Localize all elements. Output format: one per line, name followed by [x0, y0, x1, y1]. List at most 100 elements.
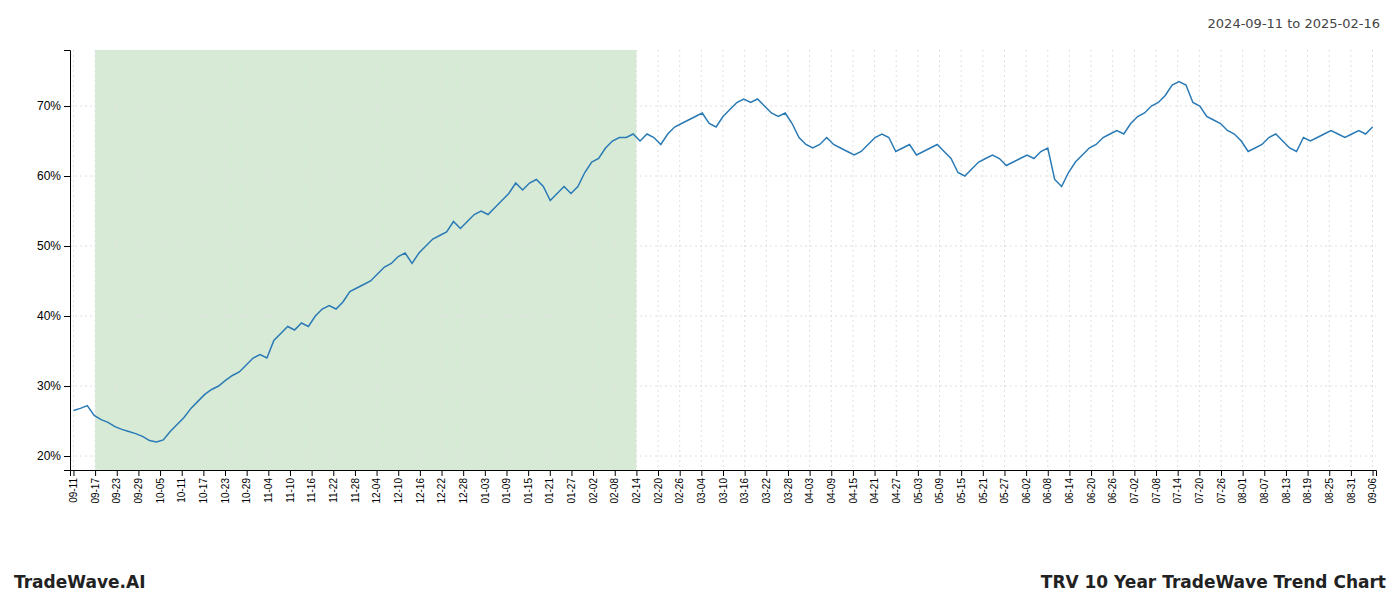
x-tick: 04-27 [891, 470, 902, 504]
x-tick: 07-02 [1129, 470, 1140, 504]
x-tick-label: 04-27 [891, 478, 902, 504]
x-tick-label: 01-21 [544, 478, 555, 504]
x-tick-label: 01-03 [480, 478, 491, 504]
x-tick-mark [138, 470, 139, 476]
x-tick-mark [1113, 470, 1114, 476]
grid-line-x [333, 50, 334, 470]
x-tick: 08-01 [1237, 470, 1248, 504]
grid-line-x [571, 50, 572, 470]
grid-line-x [376, 50, 377, 470]
x-tick-label: 08-01 [1237, 478, 1248, 504]
x-tick: 09-23 [111, 470, 122, 504]
x-tick-mark [658, 470, 659, 476]
x-tick-mark [1373, 470, 1374, 476]
grid-line-x [939, 50, 940, 470]
x-tick: 11-04 [263, 470, 274, 503]
x-tick-mark [420, 470, 421, 476]
grid-line-x [484, 50, 485, 470]
x-tick: 11-10 [285, 470, 296, 503]
x-tick-label: 12-28 [458, 478, 469, 504]
x-tick-label: 09-23 [111, 478, 122, 504]
x-tick-label: 03-22 [761, 478, 772, 504]
x-tick: 01-09 [501, 470, 512, 504]
x-tick: 10-29 [241, 470, 252, 504]
x-tick: 07-26 [1216, 470, 1227, 504]
x-tick: 03-22 [761, 470, 772, 504]
x-tick-label: 07-14 [1172, 478, 1183, 504]
grid-line-x [1047, 50, 1048, 470]
grid-line-x [419, 50, 420, 470]
y-tick-mark [64, 456, 70, 457]
x-tick-label: 11-16 [306, 478, 317, 503]
x-tick-label: 02-26 [674, 478, 685, 504]
x-tick: 11-16 [306, 470, 317, 503]
y-tick-label: 70% [37, 99, 61, 113]
x-tick-label: 11-28 [350, 478, 361, 503]
grid-line-x [982, 50, 983, 470]
x-tick: 02-14 [631, 470, 642, 504]
x-tick-mark [1264, 470, 1265, 476]
x-tick-mark [896, 470, 897, 476]
grid-line-x [268, 50, 269, 470]
x-tick-mark [160, 470, 161, 476]
x-tick-label: 08-31 [1346, 478, 1357, 504]
x-tick-mark [940, 470, 941, 476]
x-tick-mark [853, 470, 854, 476]
x-tick-mark [377, 470, 378, 476]
grid-line-x [766, 50, 767, 470]
x-tick-mark [745, 470, 746, 476]
x-tick: 07-20 [1194, 470, 1205, 504]
x-tick-label: 07-26 [1216, 478, 1227, 504]
x-tick: 03-04 [696, 470, 707, 504]
x-tick-mark [961, 470, 962, 476]
x-tick-label: 10-11 [176, 478, 187, 503]
x-tick-mark [1026, 470, 1027, 476]
x-tick-label: 04-21 [869, 478, 880, 504]
y-tick: 70% [37, 99, 70, 113]
x-tick: 02-26 [674, 470, 685, 504]
x-tick: 12-22 [436, 470, 447, 504]
x-tick: 10-23 [220, 470, 231, 504]
x-tick-mark [1069, 470, 1070, 476]
grid-line-x [1156, 50, 1157, 470]
x-tick: 09-29 [133, 470, 144, 504]
grid-line-x [1220, 50, 1221, 470]
x-tick-label: 02-08 [609, 478, 620, 504]
grid-line-x [896, 50, 897, 470]
x-tick-label: 02-20 [653, 478, 664, 504]
x-tick: 05-27 [999, 470, 1010, 504]
y-tick: 20% [37, 449, 70, 463]
x-axis: 09-1109-1709-2309-2910-0510-1110-1710-23… [68, 470, 1378, 504]
grid-line-x [203, 50, 204, 470]
grid-line-x [95, 50, 96, 470]
grid-line-x [917, 50, 918, 470]
x-tick: 10-05 [155, 470, 166, 504]
x-tick-label: 11-10 [285, 478, 296, 503]
y-tick-mark [64, 176, 70, 177]
y-tick: 30% [37, 379, 70, 393]
x-tick-label: 10-23 [220, 478, 231, 504]
y-tick: 50% [37, 239, 70, 253]
x-tick-mark [1243, 470, 1244, 476]
x-tick-mark [550, 470, 551, 476]
x-tick: 04-15 [848, 470, 859, 504]
grid-line-x [744, 50, 745, 470]
x-tick: 09-17 [90, 470, 101, 504]
grid-line-x [593, 50, 594, 470]
x-tick: 04-09 [826, 470, 837, 504]
x-tick-label: 07-02 [1129, 478, 1140, 504]
x-tick: 05-03 [913, 470, 924, 504]
grid-line-x [160, 50, 161, 470]
x-tick: 05-09 [934, 470, 945, 504]
grid-line-x [398, 50, 399, 470]
x-tick-label: 10-17 [198, 478, 209, 504]
x-tick-mark [117, 470, 118, 476]
x-tick: 07-08 [1151, 470, 1162, 504]
x-tick-label: 06-26 [1107, 478, 1118, 504]
x-tick-mark [398, 470, 399, 476]
x-tick-mark [182, 470, 183, 476]
x-tick-label: 12-04 [371, 478, 382, 504]
y-tick-mark [64, 386, 70, 387]
y-tick-label: 30% [37, 379, 61, 393]
grid-line-x [658, 50, 659, 470]
